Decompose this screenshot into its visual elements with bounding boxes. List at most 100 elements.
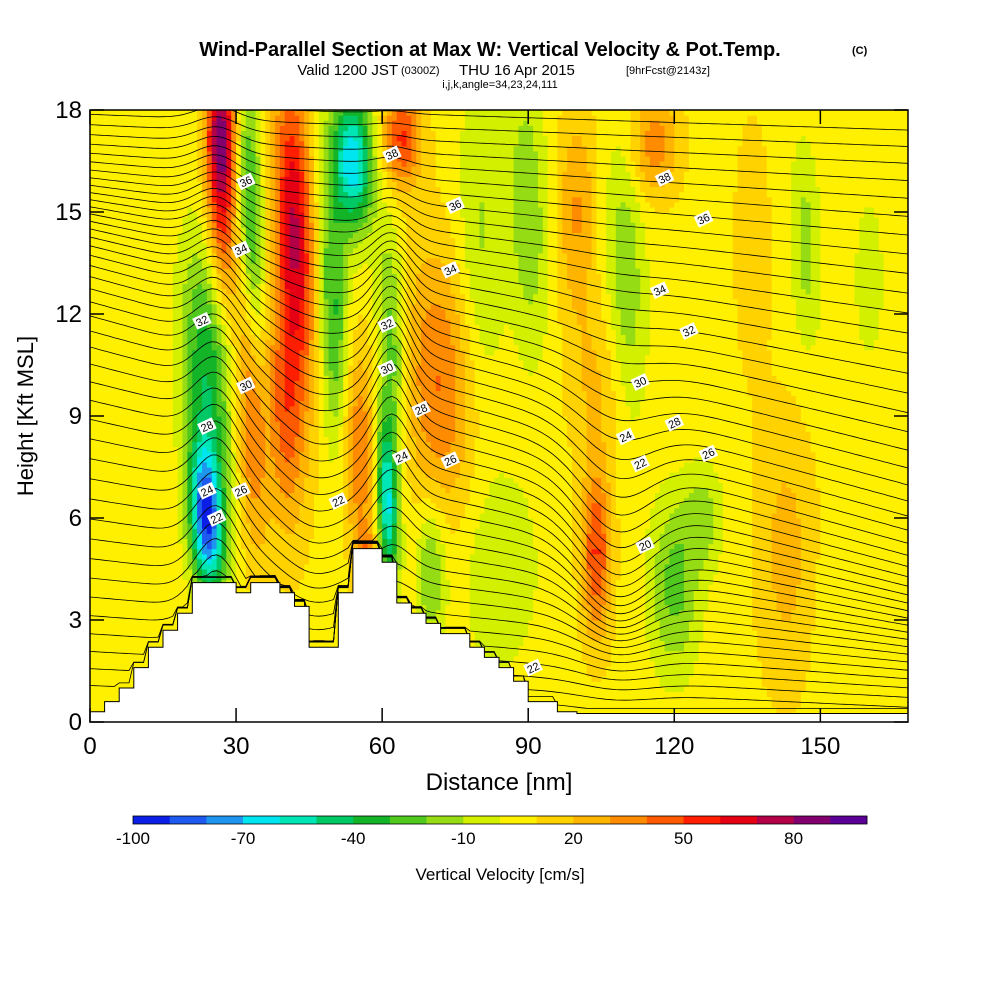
velocity-cell [167, 161, 174, 167]
velocity-cell [270, 329, 276, 335]
velocity-cell [206, 441, 213, 448]
velocity-cell [90, 273, 96, 279]
velocity-cell [172, 145, 179, 152]
velocity-cell [138, 421, 145, 427]
velocity-cell [163, 426, 169, 432]
velocity-cell [158, 492, 164, 499]
velocity-cell [255, 145, 262, 152]
velocity-cell [128, 436, 135, 443]
velocity-cell [211, 319, 218, 325]
velocity-cell [119, 191, 125, 198]
velocity-cell [148, 155, 154, 162]
velocity-cell [109, 380, 115, 386]
velocity-cell [255, 120, 262, 126]
velocity-cell [211, 324, 218, 330]
velocity-cell [148, 385, 154, 392]
velocity-cell [216, 252, 223, 259]
velocity-cell [270, 161, 276, 167]
velocity-cell [163, 410, 169, 417]
velocity-cell [133, 650, 140, 657]
velocity-cell [158, 579, 164, 585]
velocity-cell [158, 365, 164, 371]
velocity-cell [177, 354, 184, 361]
velocity-cell [187, 533, 193, 539]
velocity-cell [99, 257, 106, 264]
velocity-cell [153, 319, 159, 325]
velocity-cell [250, 456, 257, 463]
velocity-cell [289, 548, 296, 555]
velocity-cell [128, 329, 135, 335]
velocity-cell [270, 314, 276, 320]
velocity-cell [90, 385, 96, 392]
velocity-cell [114, 472, 120, 478]
velocity-cell [245, 584, 252, 590]
velocity-cell [284, 543, 291, 550]
velocity-cell [138, 273, 145, 279]
velocity-cell [192, 548, 198, 555]
velocity-cell [240, 523, 247, 529]
velocity-cell [133, 400, 140, 407]
velocity-cell [245, 436, 252, 443]
velocity-cell [245, 543, 252, 550]
velocity-cell [236, 533, 242, 539]
velocity-cell [143, 171, 150, 177]
velocity-cell [245, 140, 252, 147]
velocity-cell [255, 110, 262, 116]
velocity-cell [90, 492, 96, 499]
velocity-cell [133, 635, 140, 641]
velocity-cell [109, 186, 115, 193]
velocity-cell [138, 191, 145, 198]
velocity-cell [133, 359, 140, 366]
velocity-cell [90, 390, 96, 397]
velocity-cell [153, 263, 159, 269]
velocity-cell [187, 161, 193, 167]
velocity-cell [90, 620, 96, 626]
velocity-cell [240, 569, 247, 575]
velocity-cell [153, 518, 159, 524]
velocity-cell [128, 645, 135, 652]
velocity-cell [143, 451, 150, 458]
velocity-cell [182, 467, 188, 473]
velocity-cell [221, 339, 227, 346]
velocity-cell [279, 324, 286, 330]
velocity-cell [99, 365, 106, 371]
velocity-cell [138, 161, 145, 167]
velocity-cell [90, 237, 96, 244]
velocity-cell [187, 502, 193, 509]
velocity-cell [167, 548, 174, 555]
velocity-cell [182, 110, 188, 116]
velocity-cell [143, 303, 150, 310]
velocity-cell [158, 298, 164, 305]
velocity-cell [275, 247, 281, 254]
velocity-cell [133, 232, 140, 239]
velocity-cell [119, 620, 125, 626]
velocity-cell [270, 298, 276, 305]
velocity-cell [148, 477, 154, 483]
velocity-cell [167, 405, 174, 412]
grid-info: i,j,k,angle=34,23,24,111 [442, 79, 558, 91]
velocity-cell [90, 268, 96, 274]
velocity-cell [206, 405, 213, 412]
velocity-cell [138, 222, 145, 228]
velocity-cell [240, 217, 247, 223]
velocity-cell [104, 385, 111, 392]
velocity-cell [197, 278, 203, 284]
velocity-cell [201, 217, 208, 223]
velocity-cell [128, 191, 135, 198]
velocity-cell [187, 599, 193, 606]
velocity-cell [192, 339, 198, 346]
velocity-cell [260, 359, 266, 366]
velocity-cell [143, 370, 150, 376]
velocity-cell [216, 354, 223, 361]
velocity-cell [167, 569, 174, 575]
velocity-cell [163, 390, 169, 397]
velocity-cell [148, 120, 154, 126]
velocity-cell [133, 176, 140, 182]
velocity-cell [279, 543, 286, 550]
velocity-cell [172, 589, 179, 596]
velocity-cell [206, 166, 213, 172]
velocity-cell [138, 507, 145, 514]
velocity-cell [104, 436, 111, 443]
velocity-cell [99, 579, 106, 585]
velocity-cell [197, 110, 203, 116]
